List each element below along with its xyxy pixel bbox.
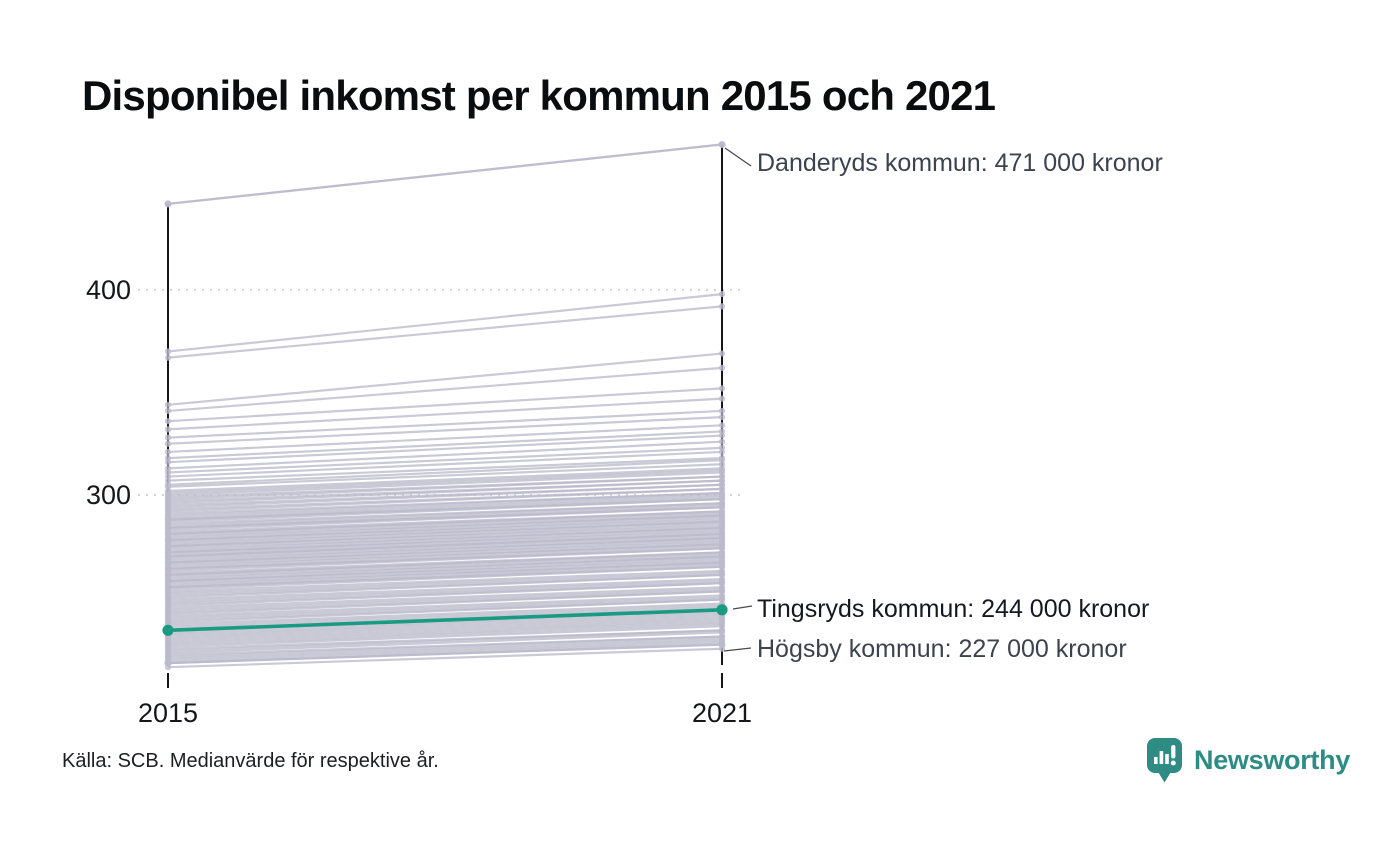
newsworthy-wordmark: Newsworthy [1194, 745, 1351, 775]
highlighted-line-tingsryd [162, 604, 728, 636]
leader-line-hogsby [723, 647, 752, 652]
leader-line-tingsryd [732, 605, 753, 610]
annotation-tingsryd: Tingsryds kommun: 244 000 kronor [757, 595, 1149, 623]
x-label-2015: 2015 [138, 698, 198, 728]
source-note: Källa: SCB. Medianvärde för respektive å… [62, 750, 439, 772]
chart-title: Disponibel inkomst per kommun 2015 och 2… [82, 72, 996, 119]
leader-line-danderyd [724, 147, 752, 167]
x-label-2021: 2021 [692, 698, 752, 728]
annotation-hogsby: Högsby kommun: 227 000 kronor [757, 635, 1127, 663]
y-tick-300: 300 [86, 480, 131, 510]
municipality-lines [164, 140, 726, 671]
y-tick-400: 400 [86, 275, 131, 305]
newsworthy-chart-bubble-icon [1147, 738, 1182, 783]
newsworthy-logo: Newsworthy [1146, 737, 1350, 784]
annotation-danderyd: Danderyds kommun: 471 000 kronor [757, 149, 1163, 177]
